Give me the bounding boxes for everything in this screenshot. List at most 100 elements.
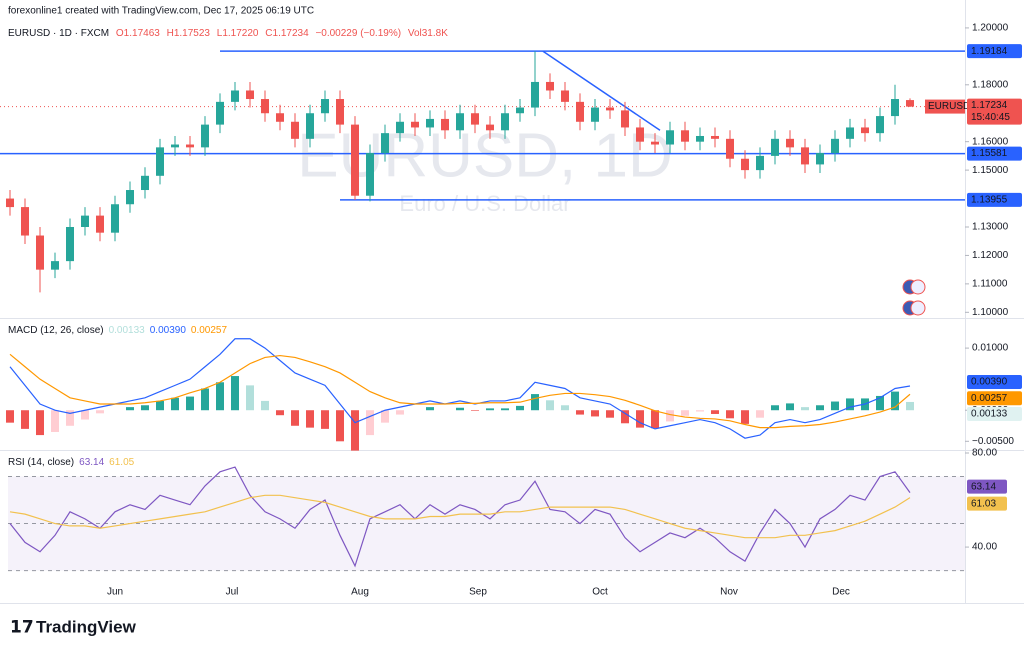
last-value: 0.00133 <box>971 409 1008 420</box>
candle-body <box>6 198 14 208</box>
candle-body <box>816 153 824 165</box>
x-tick-label: Aug <box>351 587 369 598</box>
histogram-bar <box>381 410 389 423</box>
macd-line <box>9 338 911 439</box>
y-tick-label: 1.16000 <box>972 136 1009 147</box>
candle-body <box>111 204 119 233</box>
candle-body <box>876 116 884 134</box>
open: O1.17463 <box>116 28 160 39</box>
last-value-box <box>967 375 1022 389</box>
candle-body <box>771 138 779 156</box>
candle-body <box>351 124 359 196</box>
histogram-bar <box>66 410 74 426</box>
trendline <box>542 50 661 131</box>
histogram-bar <box>636 410 644 428</box>
candle-body <box>426 118 434 128</box>
candle-body <box>786 138 794 148</box>
candle-body <box>276 113 284 122</box>
x-tick-label: Sep <box>469 587 487 598</box>
histogram-bar <box>456 407 464 411</box>
credit: forexonline1 created with TradingView.co… <box>8 6 314 17</box>
y-tick-label: 1.10000 <box>972 307 1009 318</box>
histogram-bar <box>216 382 224 411</box>
candle-body <box>291 121 299 139</box>
signal-line <box>9 353 911 429</box>
histogram-bar <box>876 395 884 411</box>
horizontal-line-label: 1.19184 <box>971 46 1008 57</box>
candle-body <box>501 113 509 131</box>
histogram-bar <box>201 388 209 411</box>
horizontal-line-label-box <box>967 44 1022 59</box>
candle-body <box>531 81 539 108</box>
logo-text: TradingView <box>36 617 137 636</box>
histogram-bar <box>591 410 599 417</box>
candle-body <box>441 118 449 131</box>
symbol: EURUSD · 1D · FXCM <box>8 28 109 39</box>
candle-body <box>906 100 914 107</box>
rsi-line <box>9 466 911 568</box>
candle-body <box>576 101 584 122</box>
candle-body <box>606 107 614 111</box>
legend-value: 0.00133 <box>109 325 146 336</box>
symbol-tag: EURUSD <box>928 101 970 112</box>
change: −0.00229 (−0.19%) <box>315 28 401 39</box>
histogram-bar <box>36 410 44 436</box>
candle-body <box>516 107 524 114</box>
candle-body <box>321 99 329 114</box>
last-value: 63.14 <box>971 481 996 492</box>
histogram-bar <box>231 376 239 411</box>
logo: 𝟭𝟳 TradingView <box>10 617 137 636</box>
candle-body <box>81 215 89 227</box>
countdown: 15:40:45 <box>971 112 1010 123</box>
candle-body <box>126 190 134 205</box>
candle-body <box>621 110 629 128</box>
flag-icon <box>910 279 926 295</box>
histogram-bar <box>891 391 899 411</box>
last-value-box <box>967 406 1022 421</box>
candle-body <box>726 138 734 159</box>
histogram-bar <box>606 410 614 418</box>
low: L1.17220 <box>217 28 259 39</box>
flag-icon <box>910 300 926 316</box>
histogram-bar <box>621 410 629 424</box>
x-tick-label: Nov <box>720 587 738 598</box>
candle-body <box>651 141 659 145</box>
high: H1.17523 <box>167 28 211 39</box>
histogram-bar <box>696 410 704 412</box>
rsi-ma-line <box>9 494 911 539</box>
histogram-bar <box>276 410 284 416</box>
candle-body <box>261 99 269 114</box>
y-tick-label: 1.15000 <box>972 165 1009 176</box>
histogram-bar <box>801 407 809 411</box>
histogram-bar <box>651 410 659 429</box>
horizontal-line-label: 1.13955 <box>971 194 1008 205</box>
candle-body <box>156 147 164 176</box>
last-value-box <box>967 496 1007 511</box>
histogram-bar <box>51 410 59 432</box>
candle-body <box>696 135 704 142</box>
candle-body <box>546 81 554 91</box>
legend-value: 61.05 <box>109 457 134 468</box>
histogram-bar <box>261 400 269 411</box>
histogram-bar <box>351 410 359 451</box>
x-tick-label: Dec <box>832 587 850 598</box>
last-value-box <box>967 391 1022 406</box>
ohlc-legend: EURUSD · 1D · FXCM O1.17463 H1.17523 L1.… <box>8 28 448 39</box>
candle-body <box>846 127 854 139</box>
candle-body <box>306 113 314 139</box>
y-tick-label: 40.00 <box>972 542 997 553</box>
last-price-label: 1.17234 <box>971 100 1008 111</box>
candle-body <box>456 113 464 131</box>
histogram-bar <box>711 410 719 414</box>
histogram-bar <box>486 408 494 411</box>
histogram-bar <box>336 410 344 442</box>
candle-body <box>411 121 419 128</box>
last-value: 0.00390 <box>971 377 1008 388</box>
legend-value: 0.00390 <box>150 325 187 336</box>
y-tick-label: −0.00500 <box>972 436 1014 447</box>
histogram-bar <box>171 397 179 411</box>
histogram-bar <box>366 410 374 436</box>
x-tick-label: Oct <box>592 587 608 598</box>
histogram-bar <box>756 410 764 418</box>
